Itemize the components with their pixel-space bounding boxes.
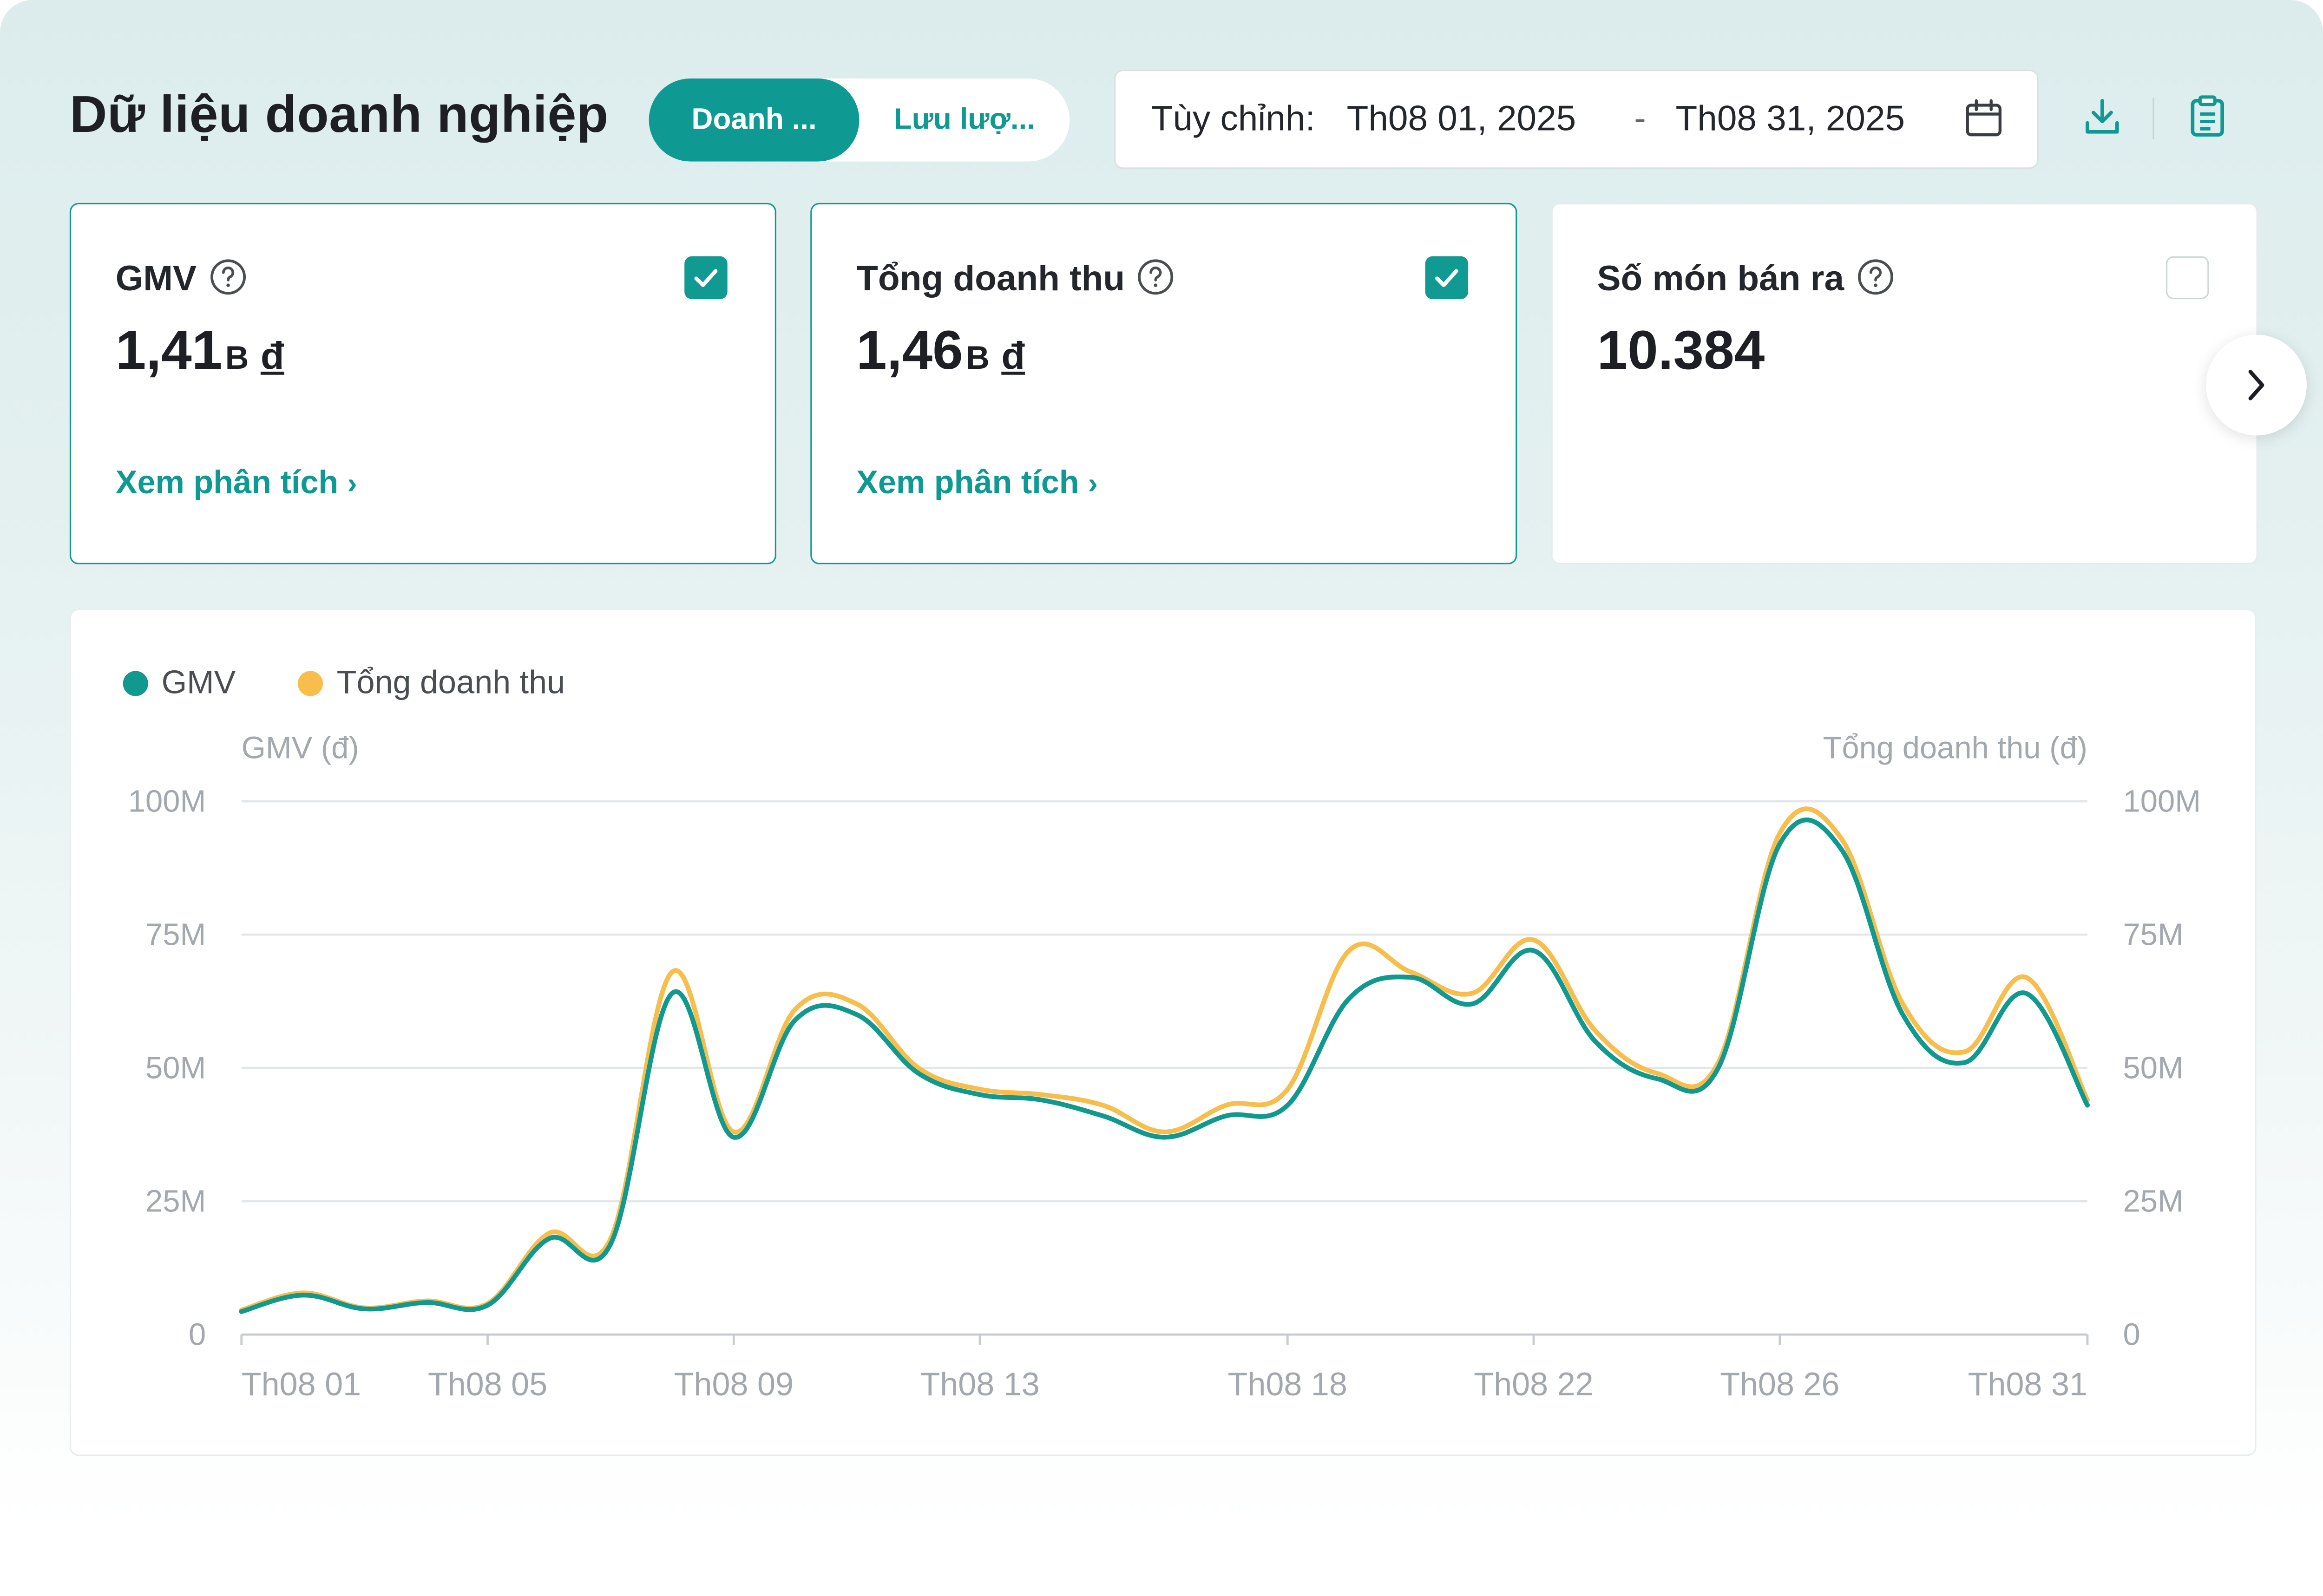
metric-title-text: GMV (115, 259, 197, 300)
chevron-right-icon (2248, 370, 2264, 400)
y-tick-label-right: 50M (2123, 1050, 2184, 1085)
view-analysis-link[interactable]: Xem phân tích › (116, 464, 357, 502)
x-tick-label: Th08 01 (242, 1366, 361, 1402)
view-analysis-link[interactable]: Xem phân tích › (856, 464, 1098, 502)
metric-currency: đ (260, 333, 284, 378)
tab-traffic[interactable]: Lưu lượ... (893, 104, 1036, 137)
metric-number: 1,41 (115, 320, 223, 381)
y-tick-label-left: 0 (189, 1317, 206, 1352)
date-range-end: Th08 31, 2025 (1675, 99, 1905, 139)
metric-card-items-sold[interactable]: Số món bán ra 10.384 (1551, 203, 2258, 564)
y-tick-label-right: 0 (2123, 1317, 2140, 1352)
next-cards-button[interactable] (2206, 334, 2307, 436)
legend-label: GMV (161, 663, 236, 701)
series-line-gmv (239, 818, 2090, 1314)
report-icon[interactable] (2187, 95, 2228, 139)
metric-checkbox[interactable] (1425, 256, 1469, 300)
line-chart: 0 0 25M 25M 50M 50M 75M 75M 100M 100M GMV (đ) Tổng … (128, 731, 2201, 1402)
view-tab-group: Doanh ... Lưu lượ... (649, 78, 1070, 162)
metric-unit: B (225, 339, 249, 376)
x-tick-label: Th08 26 (1720, 1366, 1839, 1402)
metric-value: 10.384 (1597, 320, 1765, 382)
metric-checkbox[interactable] (684, 256, 728, 300)
metric-title: Số món bán ra (1597, 258, 1895, 301)
tab-revenue[interactable]: Doanh ... (649, 78, 860, 162)
date-range-prefix: Tùy chỉnh: (1151, 99, 1315, 139)
x-tick-label: Th08 22 (1474, 1366, 1593, 1402)
chart-legend: GMV Tổng doanh thu (123, 664, 618, 702)
y-tick-label-left: 75M (145, 917, 206, 952)
toolbar-divider (2152, 98, 2154, 139)
y-axis-title-left: GMV (đ) (242, 731, 359, 765)
x-tick-label: Th08 05 (428, 1366, 547, 1402)
y-tick-label-left: 100M (128, 784, 206, 818)
page-title: Dữ liệu doanh nghiệp (69, 85, 609, 144)
y-tick-label-right: 75M (2123, 917, 2184, 952)
legend-dot (298, 671, 323, 696)
date-range-start: Th08 01, 2025 (1346, 99, 1576, 139)
metric-title-text: Tổng doanh thu (856, 259, 1125, 300)
legend-item-total-revenue[interactable]: Tổng doanh thu (298, 664, 565, 702)
legend-dot (123, 671, 148, 696)
legend-label: Tổng doanh thu (336, 663, 565, 701)
date-range-picker[interactable]: Tùy chỉnh: Th08 01, 2025 - Th08 31, 2025 (1114, 69, 2039, 169)
chevron-right-icon: › (1088, 468, 1098, 501)
metric-number: 1,46 (856, 320, 963, 381)
metric-number: 10.384 (1597, 320, 1765, 381)
metric-title-text: Số món bán ra (1597, 259, 1844, 300)
metric-currency: đ (1001, 333, 1025, 378)
x-tick-label: Th08 13 (920, 1366, 1039, 1402)
y-axis-title-right: Tổng doanh thu (đ) (1823, 731, 2087, 765)
x-tick-label: Th08 18 (1228, 1366, 1347, 1402)
metric-checkbox[interactable] (2166, 256, 2209, 300)
view-analysis-label: Xem phân tích (856, 464, 1079, 501)
x-tick-label: Th08 31 (1968, 1366, 2087, 1402)
y-tick-label-left: 25M (145, 1184, 206, 1218)
chevron-right-icon: › (347, 468, 357, 501)
help-icon[interactable] (1856, 258, 1895, 296)
page-root: Dữ liệu doanh nghiệp Doanh ... Lưu lượ..… (0, 0, 2323, 1526)
help-icon[interactable] (209, 258, 247, 296)
check-icon (1435, 269, 1458, 287)
y-tick-label-right: 25M (2123, 1184, 2184, 1218)
metric-title: Tổng doanh thu (856, 258, 1175, 301)
metric-unit: B (966, 339, 990, 376)
y-tick-label-left: 50M (145, 1050, 206, 1085)
help-icon[interactable] (1137, 258, 1175, 296)
date-range-separator: - (1634, 99, 1646, 139)
y-tick-label-right: 100M (2123, 784, 2201, 818)
download-icon[interactable] (2081, 95, 2123, 139)
view-analysis-label: Xem phân tích (115, 464, 339, 501)
chart-panel: GMV Tổng doanh thu 0 0 25M 25M 50M 50M 75M 75M 1… (69, 608, 2257, 1456)
check-icon (694, 269, 718, 287)
x-tick-label: Th08 09 (674, 1366, 794, 1402)
series-line-total-revenue (239, 806, 2090, 1313)
legend-item-gmv[interactable]: GMV (123, 664, 236, 702)
calendar-icon[interactable] (1963, 98, 2004, 139)
metric-title: GMV (116, 258, 247, 301)
